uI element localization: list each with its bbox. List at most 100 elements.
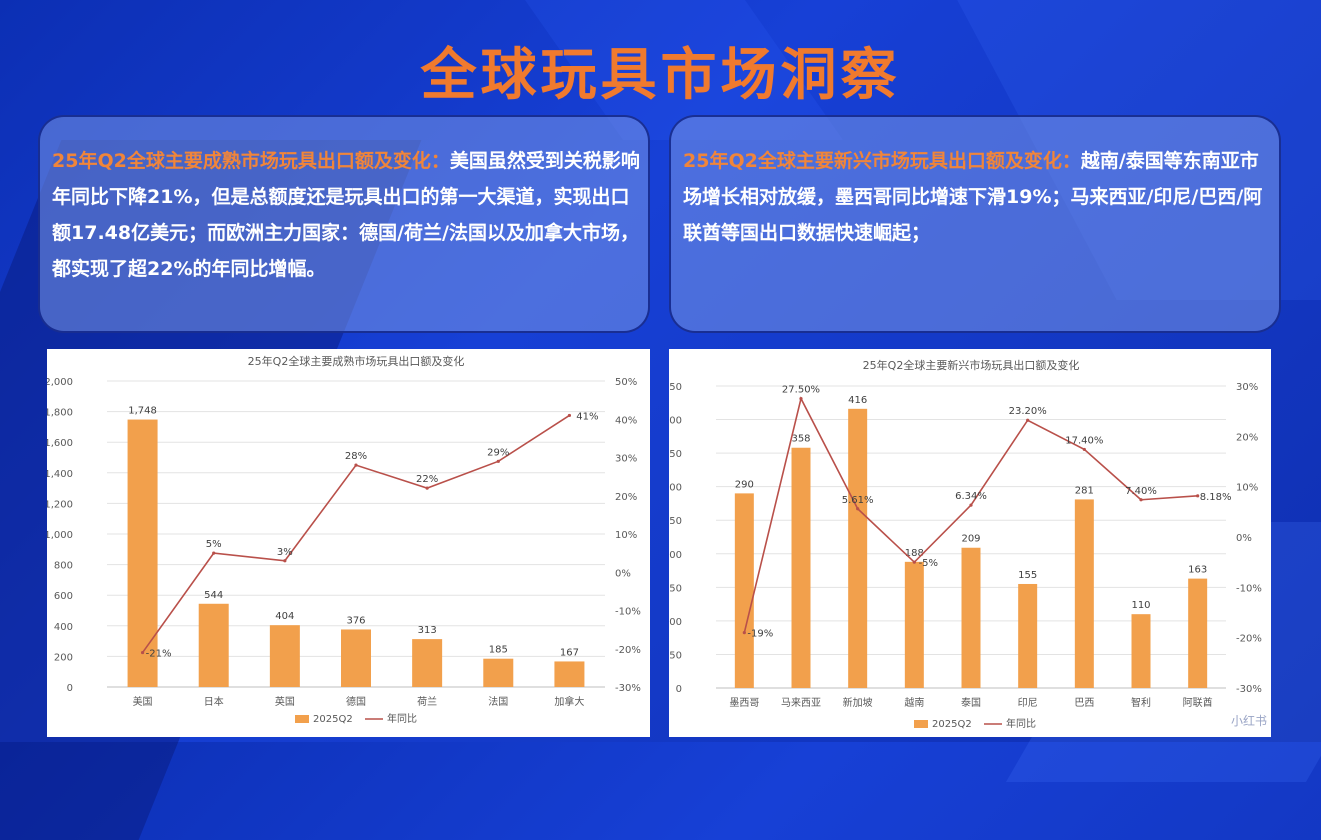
y-tick-label: 600 bbox=[54, 591, 73, 602]
y-tick-label: 0 bbox=[676, 684, 682, 695]
x-tick-label: 阿联酋 bbox=[1183, 696, 1213, 709]
legend-swatch-bar bbox=[914, 720, 928, 728]
y2-tick-label: 50% bbox=[615, 377, 637, 388]
line-data-label: 29% bbox=[487, 447, 509, 458]
bar bbox=[554, 661, 585, 687]
y2-tick-label: 10% bbox=[1236, 483, 1258, 494]
line-point bbox=[567, 413, 572, 418]
legend-label: 2025Q2 bbox=[313, 714, 353, 725]
bar-data-label: 416 bbox=[848, 395, 867, 406]
y-tick-label: 400 bbox=[54, 622, 73, 633]
bar bbox=[412, 639, 443, 687]
bar-data-label: 281 bbox=[1075, 485, 1094, 496]
mature-market-chart: 25年Q2全球主要成熟市场玩具出口额及变化 0 200 400 600 800 1,000 1… bbox=[47, 349, 650, 737]
legend-label: 年同比 bbox=[387, 712, 417, 725]
emerging-market-chart-svg: 25年Q2全球主要新兴市场玩具出口额及变化 0 50 100 150 200 250 300 3… bbox=[669, 358, 1262, 730]
legend-label: 2025Q2 bbox=[932, 719, 972, 730]
panel-heading: 25年Q2全球主要成熟市场玩具出口额及变化： bbox=[52, 150, 450, 172]
line-data-label: 5.61% bbox=[842, 495, 874, 506]
x-tick-label: 英国 bbox=[275, 695, 295, 708]
panel-heading: 25年Q2全球主要新兴市场玩具出口额及变化： bbox=[683, 150, 1081, 172]
bar-data-label: 167 bbox=[560, 647, 579, 658]
line-data-label: 27.50% bbox=[782, 385, 820, 396]
y-tick-label: 1,400 bbox=[47, 469, 73, 480]
y2-tick-label: 20% bbox=[1236, 432, 1258, 443]
emerging-market-summary-panel: 25年Q2全球主要新兴市场玩具出口额及变化：越南/泰国等东南亚市场增长相对放缓，… bbox=[669, 115, 1281, 333]
y2-tick-label: -10% bbox=[1236, 583, 1262, 594]
legend-swatch-bar bbox=[295, 715, 309, 723]
mature-market-chart-svg: 25年Q2全球主要成熟市场玩具出口额及变化 0 200 400 600 800 1,000 1… bbox=[47, 354, 641, 725]
bar-data-label: 155 bbox=[1018, 570, 1037, 581]
bar-data-label: 544 bbox=[204, 590, 223, 601]
x-tick-label: 印尼 bbox=[1018, 697, 1038, 709]
y2-tick-label: 20% bbox=[615, 492, 637, 503]
line-point bbox=[425, 486, 429, 490]
bar-data-label: 1,748 bbox=[128, 406, 157, 417]
chart-title: 25年Q2全球主要新兴市场玩具出口额及变化 bbox=[863, 358, 1080, 372]
line-data-label: 6.34% bbox=[955, 491, 987, 502]
bar-data-label: 163 bbox=[1188, 565, 1207, 576]
line-point bbox=[496, 459, 500, 463]
y-tick-label: 150 bbox=[669, 583, 682, 594]
bar bbox=[198, 603, 229, 687]
x-tick-label: 荷兰 bbox=[417, 695, 437, 708]
bar bbox=[734, 493, 754, 688]
y2-tick-label: -30% bbox=[615, 683, 641, 694]
line-point bbox=[969, 503, 973, 507]
line-point bbox=[912, 560, 916, 564]
y-tick-label: 200 bbox=[669, 550, 682, 561]
line-point bbox=[1026, 418, 1030, 422]
y-tick-label: 400 bbox=[669, 416, 682, 427]
line-data-label: -5% bbox=[919, 558, 938, 569]
bar bbox=[791, 447, 811, 688]
line-data-label: -19% bbox=[747, 629, 773, 640]
y2-tick-label: 30% bbox=[1236, 382, 1258, 393]
y-tick-label: 0 bbox=[67, 683, 73, 694]
bar-data-label: 313 bbox=[418, 625, 437, 636]
bar bbox=[483, 658, 514, 687]
y-tick-label: 2,000 bbox=[47, 377, 73, 388]
x-tick-label: 日本 bbox=[204, 695, 224, 708]
watermark: 小红书 bbox=[1230, 714, 1267, 728]
panel-body: 越南/泰国等东南亚市场增长相对放缓，墨西哥同比增速下滑19%；马来西亚/印尼/巴… bbox=[683, 150, 1263, 244]
bar-data-label: 185 bbox=[489, 645, 508, 656]
line-data-label: 41% bbox=[576, 411, 598, 422]
bar bbox=[848, 408, 868, 688]
page-title: 全球玩具市场洞察 bbox=[420, 43, 901, 108]
bar bbox=[904, 561, 924, 688]
y2-tick-label: 30% bbox=[615, 454, 637, 465]
line-data-label: 5% bbox=[206, 539, 222, 550]
bar bbox=[341, 629, 371, 687]
chart-title: 25年Q2全球主要成熟市场玩具出口额及变化 bbox=[248, 354, 465, 368]
line-data-label: 28% bbox=[345, 451, 367, 462]
bar-data-label: 209 bbox=[961, 534, 980, 545]
y-tick-label: 1,800 bbox=[47, 408, 73, 419]
y2-tick-label: -10% bbox=[615, 607, 641, 618]
bar bbox=[269, 625, 300, 687]
x-tick-label: 加拿大 bbox=[554, 695, 584, 708]
line-point bbox=[799, 396, 803, 401]
y-tick-label: 450 bbox=[669, 382, 682, 393]
x-tick-label: 法国 bbox=[488, 695, 508, 708]
x-tick-label: 泰国 bbox=[961, 696, 981, 709]
bar-data-label: 188 bbox=[905, 548, 924, 559]
bar bbox=[1131, 614, 1151, 688]
y-tick-label: 50 bbox=[669, 650, 682, 661]
line-point bbox=[1139, 498, 1143, 502]
y2-tick-label: 0% bbox=[1236, 533, 1252, 544]
y-tick-label: 350 bbox=[669, 449, 682, 460]
bar bbox=[1018, 583, 1038, 688]
line-point bbox=[1196, 494, 1200, 498]
bar-data-label: 376 bbox=[346, 615, 365, 626]
x-tick-label: 美国 bbox=[133, 695, 153, 708]
y-tick-label: 250 bbox=[669, 516, 682, 527]
x-tick-label: 智利 bbox=[1131, 696, 1151, 709]
line-point bbox=[1082, 447, 1086, 452]
bar bbox=[961, 547, 981, 688]
y2-tick-label: 10% bbox=[615, 530, 637, 541]
y-tick-label: 200 bbox=[54, 652, 73, 663]
emerging-market-chart: 25年Q2全球主要新兴市场玩具出口额及变化 0 50 100 150 200 250 300 3… bbox=[669, 349, 1271, 737]
x-tick-label: 马来西亚 bbox=[781, 697, 821, 709]
y-tick-label: 1,600 bbox=[47, 438, 73, 449]
mature-market-summary-panel: 25年Q2全球主要成熟市场玩具出口额及变化：美国虽然受到关税影响年同比下降21%… bbox=[38, 115, 650, 333]
